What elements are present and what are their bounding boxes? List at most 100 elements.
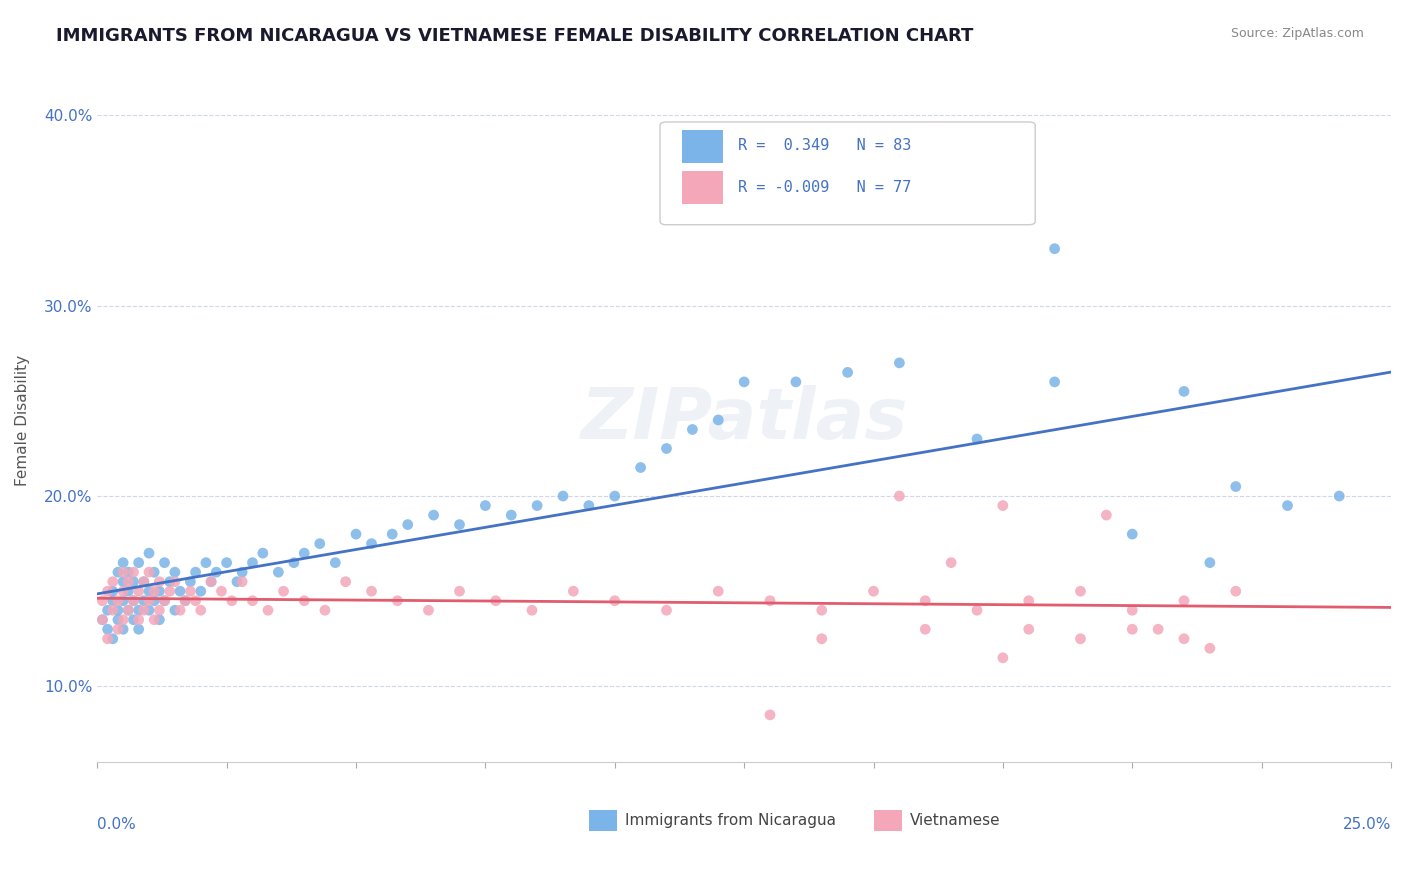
Point [314, 603, 336, 617]
Point [231, 565, 253, 579]
Point [107, 593, 129, 607]
Point [205, 565, 228, 579]
Text: Source: ZipAtlas.com: Source: ZipAtlas.com [1230, 27, 1364, 40]
Point [117, 603, 139, 617]
Point [159, 574, 181, 589]
Point [138, 546, 160, 560]
Point [914, 593, 936, 607]
Point [526, 499, 548, 513]
Point [242, 593, 264, 607]
Point [1173, 384, 1195, 399]
Point [112, 613, 135, 627]
Point [169, 603, 191, 617]
Text: ZIPatlas: ZIPatlas [581, 385, 908, 454]
Point [889, 356, 911, 370]
Point [551, 489, 574, 503]
Point [101, 603, 124, 617]
Point [211, 584, 233, 599]
Point [1225, 584, 1247, 599]
Point [174, 593, 197, 607]
Point [190, 584, 212, 599]
Point [200, 574, 222, 589]
Point [1095, 508, 1118, 522]
Point [759, 707, 782, 722]
Point [122, 593, 145, 607]
Y-axis label: Female Disability: Female Disability [15, 354, 30, 485]
Point [810, 632, 832, 646]
Point [939, 556, 962, 570]
Point [163, 603, 186, 617]
Point [143, 584, 166, 599]
Point [148, 584, 170, 599]
Point [733, 375, 755, 389]
Point [200, 574, 222, 589]
FancyBboxPatch shape [589, 811, 617, 831]
Point [128, 622, 150, 636]
Point [267, 565, 290, 579]
Point [837, 365, 859, 379]
Point [889, 489, 911, 503]
Point [1069, 632, 1091, 646]
Point [655, 603, 678, 617]
Point [1277, 499, 1299, 513]
Point [132, 603, 155, 617]
Point [128, 556, 150, 570]
Point [138, 584, 160, 599]
Point [163, 574, 186, 589]
Point [966, 603, 988, 617]
Point [91, 613, 114, 627]
Point [143, 613, 166, 627]
Point [1043, 375, 1066, 389]
Point [184, 593, 207, 607]
Text: Vietnamese: Vietnamese [910, 814, 1000, 828]
Point [117, 584, 139, 599]
Point [387, 593, 409, 607]
Text: Immigrants from Nicaragua: Immigrants from Nicaragua [626, 814, 837, 828]
Point [578, 499, 600, 513]
Point [655, 442, 678, 456]
Point [101, 632, 124, 646]
Point [396, 517, 419, 532]
Point [630, 460, 652, 475]
Point [148, 613, 170, 627]
Point [112, 584, 135, 599]
Point [153, 593, 176, 607]
Point [449, 584, 471, 599]
Point [520, 603, 543, 617]
Point [101, 574, 124, 589]
Point [308, 536, 330, 550]
Point [292, 593, 315, 607]
Point [97, 632, 120, 646]
Point [107, 613, 129, 627]
Point [122, 593, 145, 607]
Point [360, 584, 382, 599]
Point [132, 574, 155, 589]
Point [1329, 489, 1351, 503]
Point [112, 593, 135, 607]
Point [283, 556, 305, 570]
Point [707, 584, 730, 599]
Point [1199, 556, 1222, 570]
Point [101, 584, 124, 599]
Point [603, 593, 626, 607]
Text: 25.0%: 25.0% [1343, 817, 1391, 832]
Point [107, 603, 129, 617]
Point [91, 613, 114, 627]
Point [1173, 593, 1195, 607]
Point [184, 565, 207, 579]
Point [138, 593, 160, 607]
FancyBboxPatch shape [682, 130, 724, 163]
Point [174, 593, 197, 607]
Text: R = -0.009   N = 77: R = -0.009 N = 77 [738, 179, 911, 194]
Point [159, 584, 181, 599]
Point [323, 556, 346, 570]
Point [360, 536, 382, 550]
Point [966, 432, 988, 446]
Point [474, 499, 496, 513]
Point [132, 574, 155, 589]
Point [231, 574, 253, 589]
Point [226, 574, 249, 589]
Point [122, 613, 145, 627]
Point [1147, 622, 1170, 636]
Point [381, 527, 404, 541]
